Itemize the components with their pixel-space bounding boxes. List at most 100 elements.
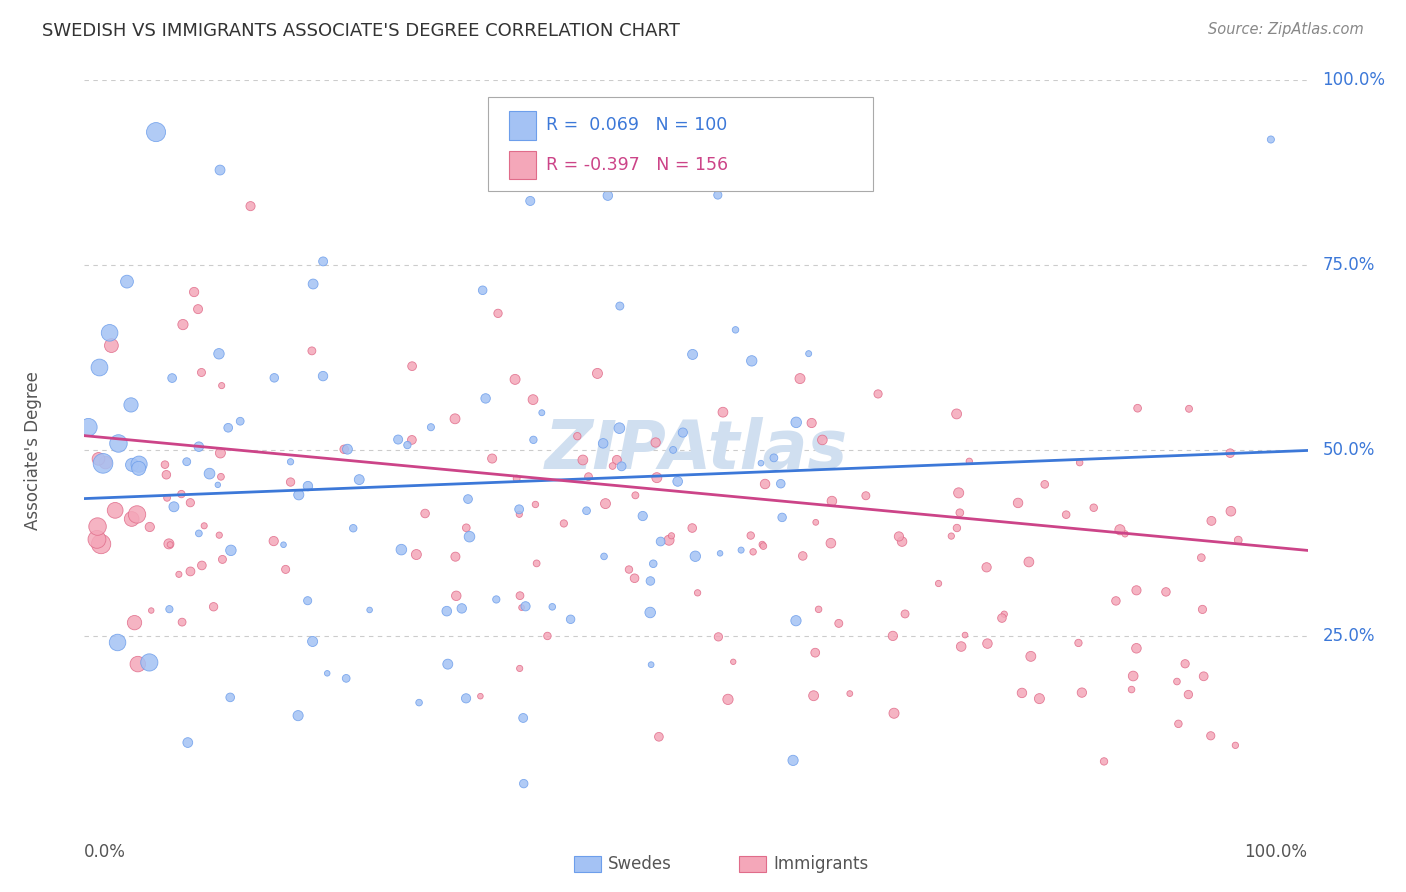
Point <box>828 616 851 631</box>
Point <box>217 421 239 435</box>
Point <box>239 199 262 213</box>
Point <box>1114 526 1136 541</box>
Point <box>1054 508 1077 522</box>
Point <box>145 125 167 139</box>
Point <box>104 503 127 517</box>
Point <box>515 599 537 614</box>
Text: 100.0%: 100.0% <box>1322 71 1385 89</box>
Point <box>522 392 544 407</box>
Point <box>512 776 534 791</box>
Point <box>316 666 339 681</box>
Point <box>77 420 100 434</box>
Point <box>803 689 825 703</box>
Point <box>949 506 972 520</box>
Point <box>179 496 201 510</box>
Point <box>280 475 302 489</box>
Point <box>883 706 905 721</box>
FancyBboxPatch shape <box>509 151 536 178</box>
Point <box>172 615 194 629</box>
Text: 25.0%: 25.0% <box>1322 626 1375 645</box>
Point <box>610 459 633 474</box>
Point <box>1260 132 1282 146</box>
Point <box>512 711 534 725</box>
Point <box>86 533 108 547</box>
Point <box>456 521 478 535</box>
Point <box>730 543 752 558</box>
Point <box>789 371 811 385</box>
Point <box>121 512 143 526</box>
Point <box>91 456 114 470</box>
Point <box>707 188 730 202</box>
Point <box>661 529 683 543</box>
Point <box>723 655 745 669</box>
FancyBboxPatch shape <box>509 112 536 139</box>
Point <box>187 440 209 454</box>
Point <box>1083 500 1105 515</box>
Text: Associate's Degree: Associate's Degree <box>24 371 42 530</box>
Text: 75.0%: 75.0% <box>1322 256 1375 275</box>
Point <box>1019 649 1042 664</box>
Point <box>1125 583 1147 598</box>
Point <box>1219 504 1241 518</box>
Point <box>530 406 553 420</box>
Text: R = -0.397   N = 156: R = -0.397 N = 156 <box>546 156 728 174</box>
Point <box>724 323 747 337</box>
Point <box>470 689 492 703</box>
Point <box>1178 401 1201 416</box>
Point <box>209 470 232 484</box>
Text: 50.0%: 50.0% <box>1322 442 1375 459</box>
Point <box>941 529 963 543</box>
Point <box>193 518 215 533</box>
Point <box>686 586 709 600</box>
Point <box>198 467 221 481</box>
Point <box>560 612 582 626</box>
Point <box>682 347 704 361</box>
Point <box>128 457 150 471</box>
Point <box>446 589 468 603</box>
Point <box>141 603 163 617</box>
Point <box>90 537 112 551</box>
Point <box>1070 685 1092 699</box>
Point <box>624 488 647 502</box>
FancyBboxPatch shape <box>738 856 766 872</box>
Point <box>1109 523 1132 537</box>
Point <box>333 442 356 457</box>
FancyBboxPatch shape <box>488 96 873 191</box>
Point <box>444 549 467 564</box>
Point <box>274 562 297 576</box>
Text: R =  0.069   N = 100: R = 0.069 N = 100 <box>546 117 727 135</box>
Point <box>87 451 110 466</box>
Text: Swedes: Swedes <box>607 855 672 873</box>
Point <box>413 507 436 521</box>
Point <box>396 438 419 452</box>
Point <box>606 453 628 467</box>
Point <box>807 602 830 616</box>
Point <box>762 450 785 465</box>
Point <box>405 548 427 562</box>
Point <box>945 407 967 421</box>
Point <box>522 433 544 447</box>
Point <box>120 398 142 412</box>
Point <box>436 657 458 672</box>
Point <box>160 371 183 385</box>
Point <box>156 491 179 505</box>
Point <box>1166 674 1188 689</box>
Point <box>1069 456 1091 470</box>
Point <box>1227 533 1250 548</box>
Point <box>207 478 229 492</box>
Point <box>868 387 890 401</box>
Point <box>263 371 285 385</box>
Point <box>155 467 177 482</box>
Point <box>567 429 589 443</box>
Point <box>457 492 479 507</box>
Point <box>124 615 146 630</box>
Point <box>536 629 558 643</box>
Point <box>1121 682 1143 697</box>
Point <box>127 657 149 671</box>
Point <box>187 526 209 541</box>
Point <box>797 346 820 360</box>
Point <box>172 318 194 332</box>
Point <box>389 542 412 557</box>
Point <box>474 392 496 406</box>
Point <box>163 500 186 514</box>
